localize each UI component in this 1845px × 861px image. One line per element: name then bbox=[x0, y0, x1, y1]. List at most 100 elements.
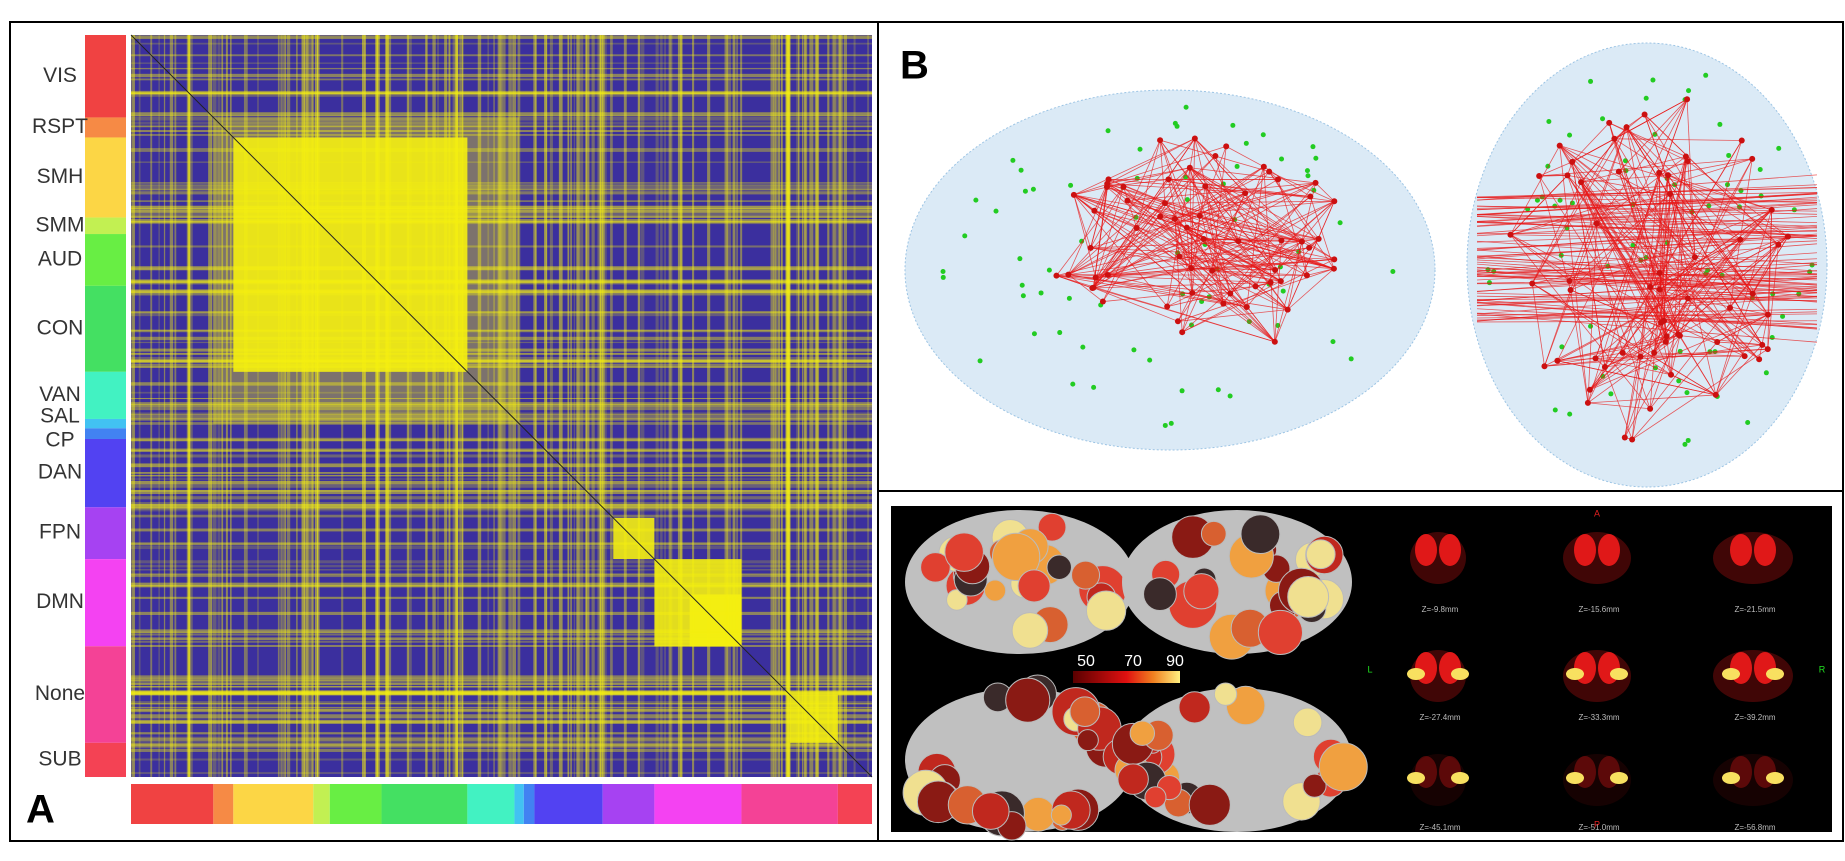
matrix-streak bbox=[131, 746, 872, 748]
parcel bbox=[1305, 539, 1336, 570]
edge bbox=[1544, 223, 1598, 367]
node-green bbox=[1559, 344, 1565, 350]
matrix-streak bbox=[677, 35, 682, 777]
matrix-streak bbox=[461, 35, 464, 777]
matrix-streak bbox=[131, 130, 872, 133]
node-red bbox=[1714, 339, 1721, 346]
node-green bbox=[1280, 288, 1286, 294]
node-red bbox=[1235, 238, 1242, 245]
matrix-streak bbox=[131, 732, 872, 735]
parcel bbox=[1050, 804, 1072, 826]
matrix-streak bbox=[131, 341, 872, 344]
edge bbox=[1268, 171, 1335, 202]
network-strip bbox=[654, 784, 742, 824]
matrix-streak bbox=[131, 686, 872, 688]
node-red bbox=[1312, 179, 1319, 186]
matrix-streak bbox=[867, 35, 869, 777]
orientation-label: R bbox=[1819, 664, 1826, 674]
node-red bbox=[1684, 96, 1691, 103]
node-red bbox=[1768, 206, 1775, 213]
node-red bbox=[1529, 280, 1536, 287]
matrix-streak bbox=[131, 706, 872, 709]
edge bbox=[1476, 205, 1818, 212]
node-red bbox=[1161, 200, 1168, 207]
matrix-streak bbox=[131, 406, 872, 411]
node-red bbox=[1164, 303, 1171, 310]
matrix-streak bbox=[131, 504, 872, 508]
matrix-streak bbox=[131, 630, 872, 633]
network-strip bbox=[514, 784, 524, 824]
matrix-streak bbox=[131, 632, 872, 634]
node-red bbox=[1584, 399, 1591, 406]
parcel bbox=[1257, 609, 1304, 655]
edge bbox=[1159, 140, 1166, 204]
node-red bbox=[1202, 183, 1209, 190]
node-green bbox=[1707, 349, 1713, 355]
slice-label: Z=-45.1mm bbox=[1419, 823, 1460, 832]
matrix-streak bbox=[591, 35, 595, 777]
edge bbox=[1476, 290, 1818, 307]
matrix-streak bbox=[131, 560, 872, 564]
node-green bbox=[1070, 381, 1076, 387]
edge bbox=[1107, 182, 1316, 276]
matrix-streak bbox=[131, 641, 872, 643]
parcel bbox=[1213, 682, 1238, 706]
parcel bbox=[1129, 720, 1156, 746]
edge bbox=[1476, 192, 1818, 199]
node-red bbox=[1564, 172, 1571, 179]
parcel bbox=[944, 532, 984, 572]
node-green bbox=[1763, 370, 1769, 376]
matrix-streak bbox=[375, 35, 379, 777]
matrix-streak bbox=[573, 35, 576, 777]
matrix-streak bbox=[384, 35, 389, 777]
matrix-streak bbox=[388, 35, 392, 777]
node-red bbox=[1592, 355, 1599, 362]
matrix-streak bbox=[637, 35, 641, 777]
edge bbox=[1729, 244, 1779, 309]
edge bbox=[1653, 158, 1753, 354]
slice-region bbox=[1566, 668, 1584, 680]
colorbar bbox=[1073, 671, 1180, 683]
matrix-streak bbox=[243, 35, 248, 777]
matrix-streak bbox=[426, 35, 428, 777]
network-strip bbox=[85, 507, 126, 560]
matrix-streak bbox=[131, 412, 872, 415]
matrix-streak bbox=[277, 35, 279, 777]
network-strip bbox=[467, 784, 515, 824]
node-red bbox=[1556, 142, 1563, 149]
node-red bbox=[1578, 179, 1585, 186]
edge bbox=[1580, 126, 1627, 183]
node-red bbox=[1227, 290, 1234, 297]
matrix-streak bbox=[385, 35, 389, 777]
matrix-streak bbox=[131, 402, 872, 405]
matrix-streak bbox=[131, 680, 872, 685]
edge bbox=[1237, 240, 1288, 310]
matrix-streak bbox=[257, 35, 259, 777]
network-label: AUD bbox=[38, 248, 82, 271]
edge bbox=[1510, 175, 1568, 235]
matrix-streak bbox=[131, 112, 872, 117]
matrix-streak bbox=[208, 35, 212, 777]
matrix-streak bbox=[131, 718, 872, 720]
matrix-streak bbox=[732, 35, 736, 777]
matrix-streak bbox=[131, 490, 872, 492]
network-strip bbox=[741, 784, 838, 824]
matrix-streak bbox=[623, 35, 627, 777]
matrix-streak bbox=[558, 35, 563, 777]
matrix-streak bbox=[131, 637, 872, 641]
node-red bbox=[1196, 212, 1203, 219]
edge bbox=[1557, 360, 1716, 396]
matrix-streak bbox=[517, 35, 521, 777]
edge bbox=[1068, 274, 1104, 302]
node-green bbox=[1019, 282, 1025, 288]
matrix-streak bbox=[425, 35, 428, 777]
matrix-streak bbox=[775, 35, 780, 777]
node-red bbox=[1104, 180, 1111, 187]
edge bbox=[1179, 256, 1276, 343]
edge bbox=[1476, 313, 1818, 343]
edge bbox=[1476, 259, 1818, 276]
matrix-streak bbox=[772, 35, 777, 777]
matrix-streak bbox=[640, 35, 645, 777]
node-green bbox=[940, 274, 946, 280]
